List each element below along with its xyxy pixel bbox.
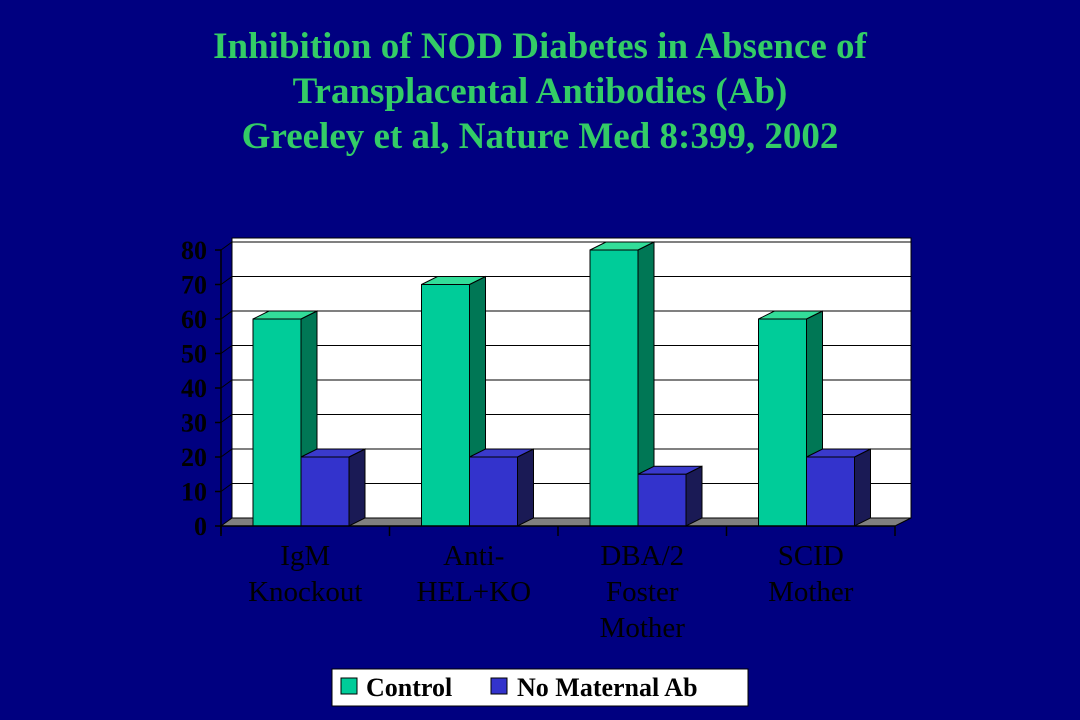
y-axis-ticks: 0 10 20 30 40 50 60 70 80 — [181, 236, 221, 541]
axes — [220, 242, 896, 536]
legend-swatch-control — [340, 677, 358, 695]
bar-front — [637, 473, 687, 527]
y-tick-label: 50 — [181, 340, 207, 369]
bar-front — [758, 318, 807, 527]
x-category-label: Foster — [606, 576, 679, 608]
y-tick-label: 20 — [181, 443, 207, 472]
bar-no-maternal-ab-2 — [469, 448, 534, 527]
y-tick-label: 0 — [194, 512, 207, 541]
x-category-label: DBA/2 — [600, 540, 684, 572]
bar-no-maternal-ab-4 — [806, 448, 871, 527]
bar-control-2 — [421, 275, 486, 527]
bar-front — [469, 456, 518, 527]
x-category-label: Mother — [600, 612, 686, 644]
bar-front — [300, 456, 350, 527]
bar-front — [589, 249, 639, 527]
x-category-label: Knockout — [248, 576, 362, 608]
legend-box — [331, 668, 749, 707]
x-category-label: Mother — [768, 576, 854, 608]
y-tick-label: 10 — [181, 478, 207, 507]
bar-side — [348, 448, 366, 527]
legend-swatch-no-maternal-ab — [490, 677, 508, 695]
y-tick-label: 60 — [181, 305, 207, 334]
y-tick-label: 40 — [181, 374, 207, 403]
title-line-1: Inhibition of NOD Diabetes in Absence of — [213, 26, 867, 67]
gridline-side — [220, 345, 233, 354]
y-tick-label: 30 — [181, 409, 207, 438]
x-axis-labels: IgM Knockout Anti- HEL+KO DBA/2 Foster Mother S… — [248, 540, 854, 644]
legend-label-control: Control — [366, 673, 452, 702]
legend: Control No Maternal Ab — [331, 668, 749, 707]
bar-side — [854, 448, 871, 527]
bar-side — [685, 465, 703, 527]
bar-front — [252, 318, 302, 527]
bar-front — [806, 456, 855, 527]
legend-label-no-maternal-ab: No Maternal Ab — [517, 673, 698, 702]
chart-title: Inhibition of NOD Diabetes in Absence of… — [40, 24, 1040, 159]
bar-front — [421, 284, 470, 527]
bar-control-3 — [589, 241, 655, 527]
y-tick-label: 80 — [181, 236, 207, 265]
x-category-label: IgM — [280, 540, 330, 572]
gridline-side — [220, 276, 233, 285]
x-category-label: Anti- — [443, 540, 504, 572]
x-category-label: HEL+KO — [416, 576, 531, 608]
bar-side — [517, 448, 534, 527]
bars — [252, 241, 871, 527]
gridline-side — [220, 310, 233, 320]
gridline-side — [220, 241, 233, 251]
bar-no-maternal-ab-3 — [637, 465, 703, 527]
gridline-side — [220, 414, 233, 423]
bar-control-4 — [758, 310, 823, 527]
bar-no-maternal-ab-1 — [300, 448, 366, 527]
gridline-side — [220, 483, 233, 492]
gridline-side — [220, 448, 233, 458]
title-line-2: Transplacental Antibodies (Ab) — [292, 71, 788, 112]
title-line-3: Greeley et al, Nature Med 8:399, 2002 — [241, 116, 839, 157]
x-category-label: SCID — [778, 540, 844, 572]
gridline-side — [220, 379, 233, 389]
y-tick-label: 70 — [181, 271, 207, 300]
